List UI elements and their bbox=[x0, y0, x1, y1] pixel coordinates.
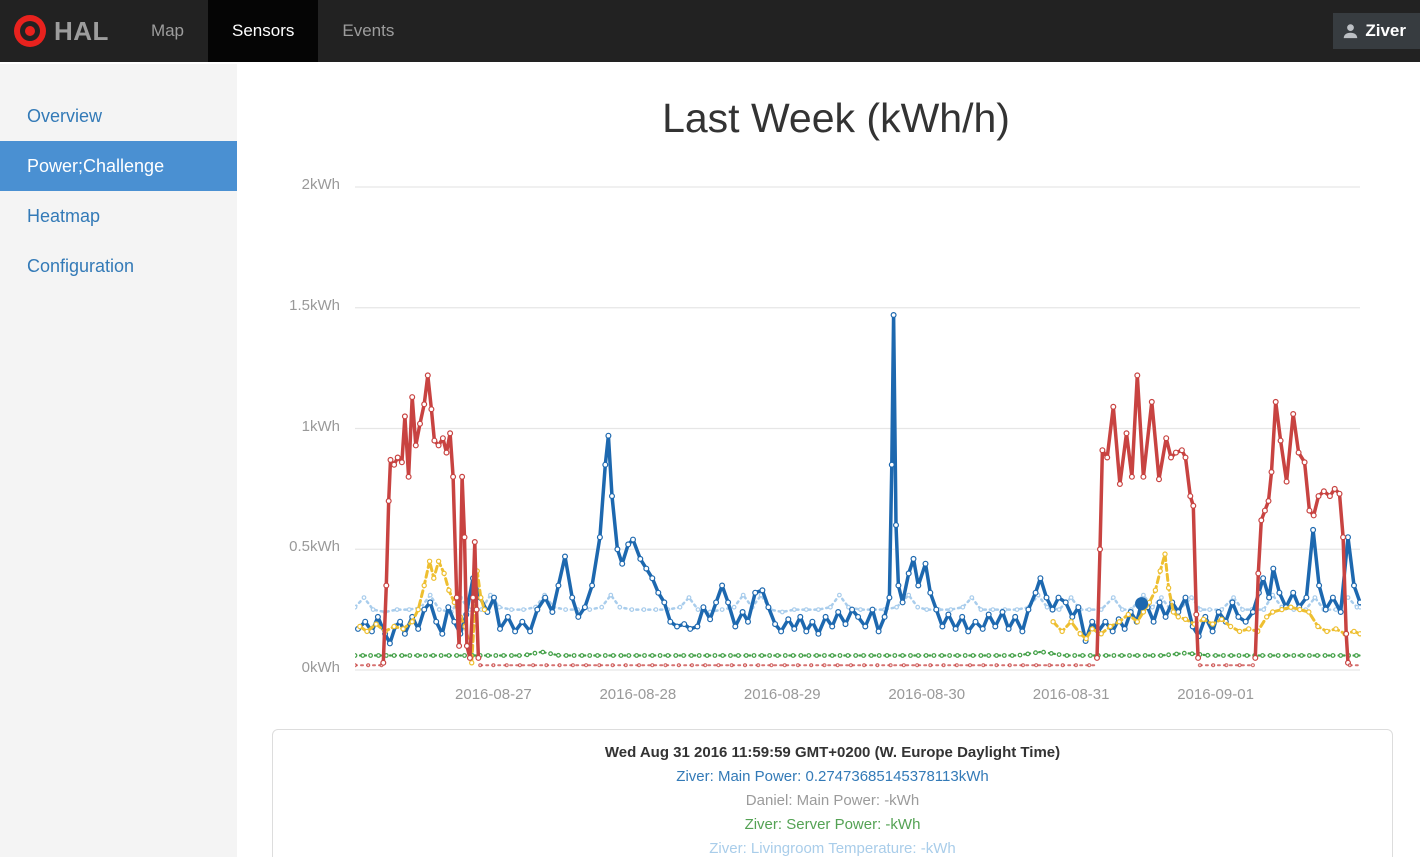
user-menu[interactable]: Ziver bbox=[1333, 13, 1420, 49]
x-axis-label: 2016-08-27 bbox=[455, 686, 532, 703]
sidebar-item-heatmap[interactable]: Heatmap bbox=[27, 205, 101, 226]
hover-point-marker bbox=[1135, 597, 1149, 611]
nav-tab-events[interactable]: Events bbox=[342, 21, 395, 40]
y-axis-label: 1.5kWh bbox=[289, 296, 340, 314]
tooltip-panel: Wed Aug 31 2016 11:59:59 GMT+0200 (W. Eu… bbox=[272, 729, 1393, 857]
brand-label: HAL bbox=[54, 15, 109, 46]
main-content: Last Week (kWh/h) Wed Aug 31 2016 11:59:… bbox=[237, 62, 1420, 857]
hal-logo-icon bbox=[14, 15, 46, 47]
brand[interactable]: HAL bbox=[0, 0, 127, 62]
sidebar-item-overview[interactable]: Overview bbox=[27, 105, 103, 126]
nav-tab-sensors[interactable]: Sensors bbox=[208, 0, 319, 62]
nav-tab-map[interactable]: Map bbox=[150, 21, 185, 40]
y-axis-label: 2kWh bbox=[301, 176, 340, 193]
y-axis-label: 0kWh bbox=[301, 659, 340, 676]
tooltip-series-line: Ziver: Livingroom Temperature: -kWh bbox=[709, 840, 956, 857]
user-icon bbox=[1344, 24, 1358, 39]
sidebar: Overview Power;Challenge Heatmap Configu… bbox=[0, 62, 237, 857]
x-axis-label: 2016-08-28 bbox=[599, 686, 677, 703]
x-axis-label: 2016-08-29 bbox=[743, 686, 821, 703]
tooltip-entries: Ziver: Main Power: 0.27473685145378113kW… bbox=[273, 768, 1392, 857]
y-axis-label: 1kWh bbox=[301, 417, 340, 435]
y-axis-label: 0.5kWh bbox=[289, 538, 340, 556]
tooltip-series-line: Ziver: Main Power: 0.27473685145378113kW… bbox=[676, 768, 989, 785]
tooltip-series-line: Ziver: Server Power: -kWh bbox=[744, 816, 921, 833]
x-axis-label: 2016-09-01 bbox=[1177, 686, 1254, 703]
top-navbar: HAL Map Sensors Events Ziver bbox=[0, 0, 1420, 62]
sidebar-item-power-challenge[interactable]: Power;Challenge bbox=[0, 141, 237, 191]
chart-plot[interactable] bbox=[355, 180, 1361, 685]
tooltip-series-line: Daniel: Main Power: -kWh bbox=[745, 792, 920, 809]
page-title: Last Week (kWh/h) bbox=[662, 95, 1010, 141]
sidebar-item-configuration[interactable]: Configuration bbox=[27, 255, 135, 276]
user-name: Ziver bbox=[1365, 21, 1406, 40]
x-axis-label: 2016-08-30 bbox=[888, 686, 966, 703]
x-axis-label: 2016-08-31 bbox=[1032, 686, 1110, 703]
tooltip-timestamp: Wed Aug 31 2016 11:59:59 GMT+0200 (W. Eu… bbox=[604, 744, 1061, 761]
